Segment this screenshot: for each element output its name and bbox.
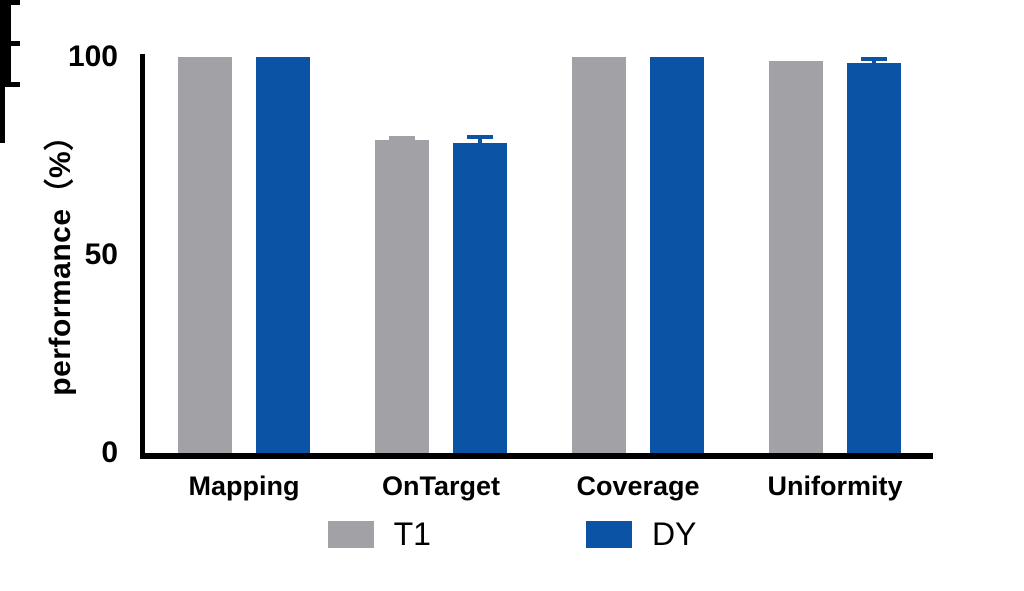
y-minor-tick <box>0 21 11 25</box>
y-minor-tick <box>0 62 11 66</box>
legend-swatch-dy <box>585 520 632 548</box>
bar-t1-uniformity <box>769 61 823 453</box>
x-axis-tick <box>0 87 5 101</box>
error-bar-cap <box>389 136 415 140</box>
y-minor-tick <box>0 66 11 70</box>
x-axis-category-label: OnTarget <box>381 471 500 501</box>
y-minor-tick <box>0 70 11 74</box>
y-minor-tick <box>0 33 11 37</box>
bar-dy-uniformity <box>847 63 901 453</box>
y-minor-tick <box>0 25 11 29</box>
bar-t1-ontarget <box>375 140 429 453</box>
y-major-tick <box>0 82 20 87</box>
y-axis-tick-label: 0 <box>101 436 118 469</box>
x-axis-category-label: Uniformity <box>767 471 903 501</box>
y-minor-tick <box>0 78 11 82</box>
y-minor-tick <box>0 54 11 58</box>
legend-swatch-t1 <box>327 520 374 548</box>
y-minor-tick <box>0 17 11 21</box>
error-bar-stem <box>872 59 876 66</box>
y-minor-tick <box>0 50 11 54</box>
legend-item: T1 <box>327 516 431 552</box>
bar-dy-mapping <box>256 57 310 453</box>
x-axis-line <box>140 453 933 459</box>
bar-t1-mapping <box>178 57 232 453</box>
error-bar-cap <box>861 57 887 61</box>
x-axis-tick <box>0 101 5 115</box>
x-axis-ticks <box>0 87 1024 143</box>
legend: T1 DY <box>0 516 1024 552</box>
y-major-tick <box>0 41 20 46</box>
bar-t1-coverage <box>572 57 626 453</box>
y-minor-tick <box>0 37 11 41</box>
error-bar-stem <box>478 137 482 146</box>
y-axis-tick-label: 50 <box>84 238 118 271</box>
legend-label: DY <box>651 516 697 552</box>
x-axis-category-label: Coverage <box>576 471 700 501</box>
y-minor-tick <box>0 13 11 17</box>
legend-label: T1 <box>393 516 431 552</box>
legend-item: DY <box>585 516 697 552</box>
y-axis-line <box>140 54 145 459</box>
x-axis-category-label: Mapping <box>188 471 300 501</box>
error-bar-stem <box>400 138 404 143</box>
y-minor-tick <box>0 9 11 13</box>
bar-dy-ontarget <box>453 143 507 453</box>
error-bar-cap <box>467 135 493 139</box>
x-axis-tick <box>0 115 5 129</box>
y-minor-tick <box>0 74 11 78</box>
y-minor-tick <box>0 5 11 9</box>
y-axis-tick-label: 100 <box>67 40 118 73</box>
y-axis-ticks <box>0 0 1024 87</box>
y-major-tick <box>0 0 20 5</box>
x-axis-tick <box>0 129 5 143</box>
y-minor-tick <box>0 58 11 62</box>
bar-dy-coverage <box>650 57 704 453</box>
y-minor-tick <box>0 46 11 50</box>
y-minor-tick <box>0 29 11 33</box>
